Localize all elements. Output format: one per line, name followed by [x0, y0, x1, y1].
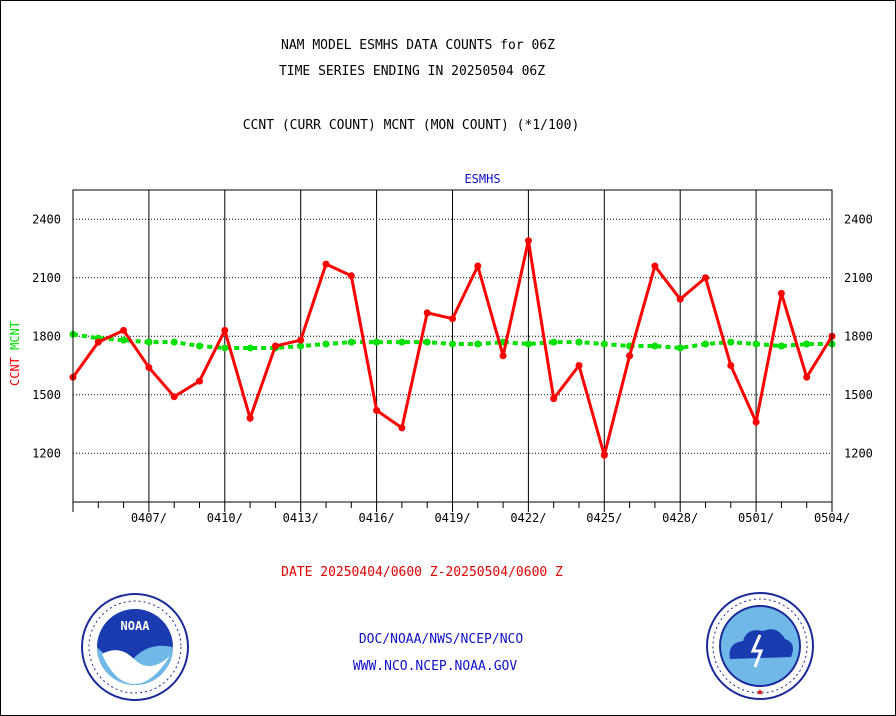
- point-ccnt: [651, 262, 659, 270]
- point-mcnt: [752, 340, 760, 348]
- y-tick-label-right: 1200: [844, 446, 873, 460]
- plot-layer: [69, 237, 836, 461]
- point-mcnt: [702, 340, 709, 348]
- y-tick-label-left: 1200: [32, 446, 61, 460]
- svg-text:★: ★: [756, 684, 763, 698]
- point-ccnt: [676, 295, 684, 303]
- x-tick-label: 0425/: [586, 511, 622, 525]
- x-tick-label: 0410/: [207, 511, 243, 525]
- x-tick-label: 0413/: [283, 511, 319, 525]
- chart-title-line2: TIME SERIES ENDING IN 20250504 06Z: [278, 64, 546, 79]
- point-ccnt: [347, 272, 355, 280]
- chart-subtitle: CCNT (CURR COUNT) MCNT (MON COUNT) (*1/1…: [242, 118, 580, 133]
- x-tick-label: 0416/: [359, 511, 395, 525]
- point-ccnt: [94, 338, 102, 346]
- point-mcnt: [221, 344, 229, 352]
- point-mcnt: [449, 340, 456, 348]
- x-tick-label: 0504/: [814, 511, 850, 525]
- point-ccnt: [449, 315, 456, 323]
- point-mcnt: [474, 340, 482, 348]
- point-mcnt: [196, 342, 203, 350]
- point-ccnt: [145, 363, 153, 371]
- point-ccnt: [398, 424, 406, 432]
- point-ccnt: [322, 260, 330, 268]
- org-line1: DOC/NOAA/NWS/NCEP/NCO: [358, 632, 524, 647]
- point-mcnt: [777, 342, 785, 350]
- point-mcnt: [727, 338, 735, 346]
- point-mcnt: [170, 338, 178, 346]
- point-ccnt: [423, 309, 431, 317]
- y-tick-label-right: 2400: [844, 212, 873, 226]
- point-ccnt: [373, 406, 381, 414]
- y-tick-label-left: 2400: [32, 212, 61, 226]
- noaa-logo-icon: NOAA: [81, 593, 189, 701]
- point-ccnt: [524, 237, 532, 245]
- y-tick-label-left: 1800: [32, 329, 61, 343]
- point-ccnt: [550, 395, 558, 403]
- x-tick-label: 0428/: [662, 511, 698, 525]
- x-tick-label: 0422/: [510, 511, 546, 525]
- y-tick-label-right: 1500: [844, 388, 873, 402]
- x-tick-label: 0501/: [738, 511, 774, 525]
- point-mcnt: [524, 340, 532, 348]
- y-axis-label-mcnt: MCNT: [8, 321, 22, 350]
- point-ccnt: [777, 289, 785, 297]
- point-ccnt: [702, 274, 709, 282]
- point-ccnt: [221, 326, 229, 334]
- point-ccnt: [499, 352, 507, 360]
- y-tick-label-left: 1500: [32, 388, 61, 402]
- point-mcnt: [550, 338, 558, 346]
- point-mcnt: [145, 338, 153, 346]
- y-tick-label-right: 2100: [844, 271, 873, 285]
- point-mcnt: [373, 338, 381, 346]
- point-ccnt: [271, 342, 279, 350]
- svg-text:NOAA: NOAA: [121, 619, 151, 633]
- point-mcnt: [398, 338, 406, 346]
- point-mcnt: [347, 338, 355, 346]
- point-ccnt: [600, 451, 608, 459]
- point-mcnt: [120, 336, 128, 344]
- nws-logo-icon: ★: [706, 592, 814, 700]
- point-ccnt: [246, 414, 254, 422]
- point-mcnt: [676, 344, 684, 352]
- point-ccnt: [727, 362, 735, 369]
- point-mcnt: [322, 340, 330, 348]
- point-ccnt: [297, 336, 305, 344]
- point-mcnt: [297, 342, 305, 350]
- point-mcnt: [651, 342, 659, 350]
- point-ccnt: [120, 326, 128, 334]
- point-ccnt: [803, 373, 811, 381]
- x-tick-label: 0419/: [434, 511, 470, 525]
- date-range-label: DATE 20250404/0600 Z-20250504/0600 Z: [281, 565, 563, 580]
- point-ccnt: [170, 393, 178, 401]
- y-tick-label-left: 2100: [32, 271, 61, 285]
- point-mcnt: [575, 338, 583, 346]
- point-mcnt: [600, 340, 608, 348]
- point-ccnt: [575, 362, 583, 369]
- point-ccnt: [474, 262, 482, 270]
- y-axis-label: CCNT MCNT: [8, 321, 22, 386]
- chart-title: ESMHS: [464, 172, 500, 186]
- point-ccnt: [626, 352, 634, 360]
- y-tick-label-right: 1800: [844, 329, 873, 343]
- point-ccnt: [196, 377, 203, 385]
- point-mcnt: [423, 338, 431, 346]
- axes-layer: 1200 1200 1500 1500 1800 1800 2100 2100 2400 2400…: [8, 172, 873, 525]
- point-mcnt: [803, 340, 811, 348]
- org-line2: WWW.NCO.NCEP.NOAA.GOV: [352, 659, 518, 674]
- y-axis-label-ccnt: CCNT: [8, 350, 22, 386]
- chart-title-line1: NAM MODEL ESMHS DATA COUNTS for 06Z: [281, 38, 555, 53]
- x-tick-label: 0407/: [131, 511, 167, 525]
- point-mcnt: [246, 344, 254, 352]
- point-ccnt: [752, 418, 760, 426]
